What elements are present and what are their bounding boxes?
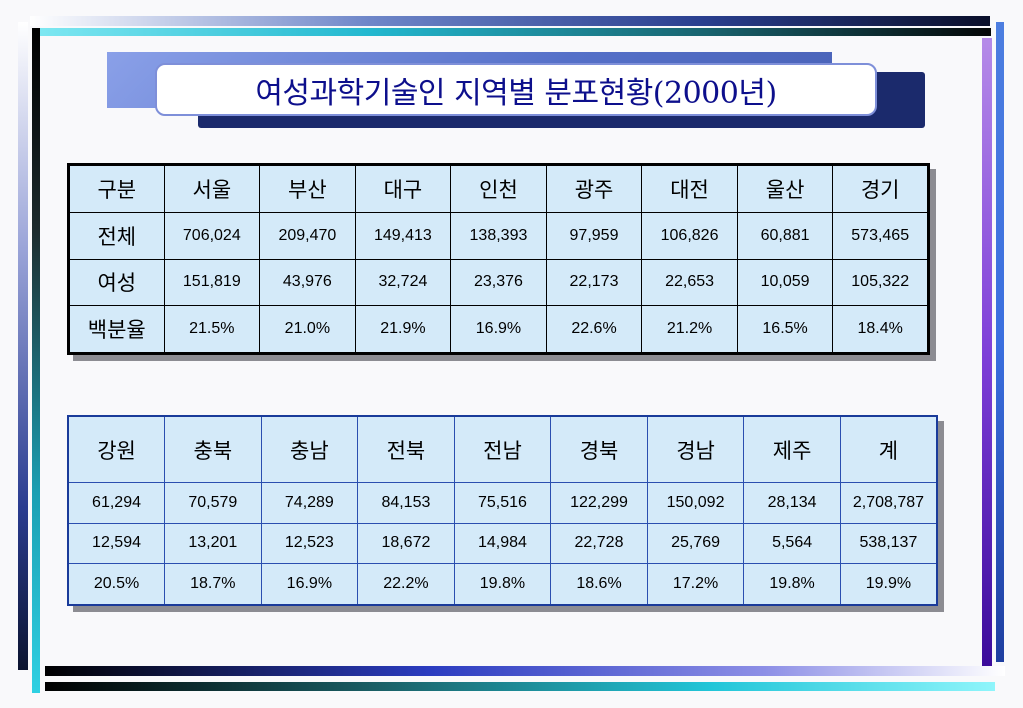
table-cell: 12,523 <box>260 522 359 565</box>
table-cell: 97,959 <box>545 212 643 260</box>
table-cell: 18.6% <box>550 563 648 606</box>
table-cell: 122,299 <box>550 482 648 524</box>
frame-bar-bottom-inner <box>45 682 995 691</box>
table-cell: 538,137 <box>839 522 938 565</box>
row-label-cell: 백분율 <box>68 305 165 354</box>
table-row: 61,294 70,579 74,289 84,153 75,516 122,2… <box>67 482 938 524</box>
table-header-cell: 제주 <box>743 415 841 484</box>
table-header-cell: 인천 <box>450 164 547 213</box>
table-cell: 706,024 <box>163 212 261 260</box>
table-cell: 10,059 <box>736 258 834 306</box>
table-header-cell: 구분 <box>68 164 165 213</box>
title-banner: 여성과학기술인 지역별 분포현황(2000년) <box>155 63 877 116</box>
table-cell: 14,984 <box>453 522 552 565</box>
table-cell: 18,672 <box>357 522 455 565</box>
table-header-cell: 강원 <box>67 415 166 484</box>
table-cell: 20.5% <box>67 563 166 606</box>
table-cell: 32,724 <box>354 258 452 306</box>
table-cell: 17.2% <box>646 563 745 606</box>
table-header-cell: 울산 <box>736 164 834 213</box>
frame-bar-right <box>996 22 1004 662</box>
table-cell: 138,393 <box>450 212 547 260</box>
table-cell: 150,092 <box>646 482 745 524</box>
table-cell: 70,579 <box>164 482 262 524</box>
table-cell: 23,376 <box>450 258 547 306</box>
table-cell: 105,322 <box>832 258 929 306</box>
table-cell: 22,173 <box>545 258 643 306</box>
table-cell: 21.5% <box>163 305 261 354</box>
table-cell: 22,653 <box>641 258 738 306</box>
distribution-table-1: 구분 서울 부산 대구 인천 광주 대전 울산 경기 전체 706,024 20… <box>67 163 930 355</box>
table-cell: 13,201 <box>164 522 262 565</box>
table-cell: 12,594 <box>67 522 166 565</box>
table-header-cell: 전북 <box>357 415 455 484</box>
table-cell: 149,413 <box>354 212 452 260</box>
table-header-row: 강원 충북 충남 전북 전남 경북 경남 제주 계 <box>67 415 938 484</box>
distribution-table-2: 강원 충북 충남 전북 전남 경북 경남 제주 계 61,294 70,579 … <box>67 415 938 606</box>
table-header-cell: 대구 <box>354 164 452 213</box>
row-label-cell: 여성 <box>68 258 165 306</box>
table-cell: 18.7% <box>164 563 262 606</box>
table-cell: 22.2% <box>357 563 455 606</box>
table-cell: 16.9% <box>260 563 359 606</box>
region-table-1: 구분 서울 부산 대구 인천 광주 대전 울산 경기 전체 706,024 20… <box>67 163 936 361</box>
table-row: 12,594 13,201 12,523 18,672 14,984 22,72… <box>67 522 938 565</box>
table-cell: 21.2% <box>641 305 738 354</box>
table-cell: 5,564 <box>743 522 841 565</box>
table-header-cell: 충북 <box>164 415 262 484</box>
table-cell: 19.8% <box>453 563 552 606</box>
table-cell: 573,465 <box>832 212 929 260</box>
table-row: 백분율 21.5% 21.0% 21.9% 16.9% 22.6% 21.2% … <box>68 305 929 354</box>
table-cell: 2,708,787 <box>839 482 938 524</box>
table-cell: 22,728 <box>550 522 648 565</box>
table-cell: 74,289 <box>260 482 359 524</box>
table-header-cell: 대전 <box>641 164 738 213</box>
table-header-cell: 경북 <box>550 415 648 484</box>
table-cell: 106,826 <box>641 212 738 260</box>
table-row: 여성 151,819 43,976 32,724 23,376 22,173 2… <box>68 258 929 306</box>
table-cell: 19.9% <box>839 563 938 606</box>
table-row: 전체 706,024 209,470 149,413 138,393 97,95… <box>68 212 929 260</box>
frame-bar-top <box>30 16 990 26</box>
table-row: 20.5% 18.7% 16.9% 22.2% 19.8% 18.6% 17.2… <box>67 563 938 606</box>
table-header-cell: 부산 <box>259 164 356 213</box>
table-cell: 16.9% <box>450 305 547 354</box>
frame-bar-left <box>18 22 28 670</box>
page-title: 여성과학기술인 지역별 분포현황(2000년) <box>255 75 777 111</box>
table-cell: 21.9% <box>354 305 452 354</box>
table-header-cell: 서울 <box>163 164 261 213</box>
table-cell: 18.4% <box>832 305 929 354</box>
table-cell: 209,470 <box>259 212 356 260</box>
table-header-cell: 경기 <box>832 164 929 213</box>
table-header-cell: 전남 <box>453 415 552 484</box>
table-header-cell: 경남 <box>646 415 745 484</box>
table-cell: 60,881 <box>736 212 834 260</box>
region-table-2: 강원 충북 충남 전북 전남 경북 경남 제주 계 61,294 70,579 … <box>67 415 944 612</box>
table-cell: 28,134 <box>743 482 841 524</box>
table-cell: 75,516 <box>453 482 552 524</box>
frame-bar-left-inner <box>32 28 40 693</box>
table-cell: 22.6% <box>545 305 643 354</box>
frame-bar-right-inner <box>982 38 992 670</box>
table-cell: 84,153 <box>357 482 455 524</box>
frame-bar-bottom <box>45 666 1005 676</box>
table-header-cell: 충남 <box>260 415 359 484</box>
frame-bar-top-inner <box>36 28 991 36</box>
table-cell: 21.0% <box>259 305 356 354</box>
table-cell: 151,819 <box>163 258 261 306</box>
table-cell: 19.8% <box>743 563 841 606</box>
table-header-cell: 광주 <box>545 164 643 213</box>
table-cell: 61,294 <box>67 482 166 524</box>
table-cell: 16.5% <box>736 305 834 354</box>
row-label-cell: 전체 <box>68 212 165 260</box>
table-cell: 25,769 <box>646 522 745 565</box>
table-cell: 43,976 <box>259 258 356 306</box>
table-header-cell: 계 <box>839 415 938 484</box>
table-header-row: 구분 서울 부산 대구 인천 광주 대전 울산 경기 <box>68 164 929 213</box>
